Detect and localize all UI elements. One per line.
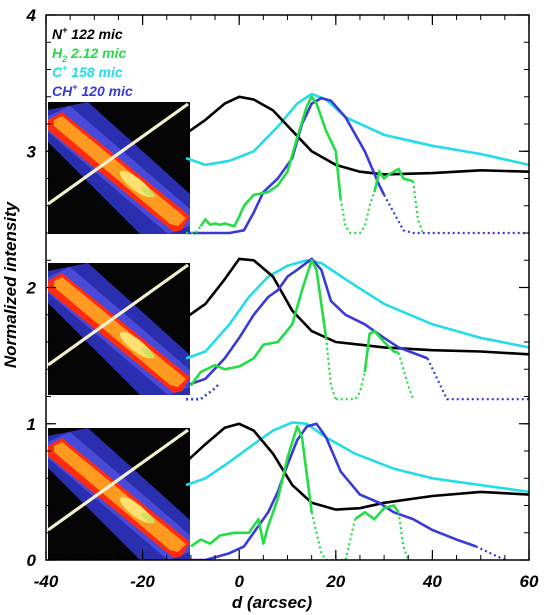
y-tick-label: 2 bbox=[26, 279, 37, 298]
series-line bbox=[185, 422, 529, 511]
axis-ticks: -40 -20 0 20 40 60 0 1 2 3 4 bbox=[26, 6, 539, 591]
x-tick-label: -20 bbox=[130, 572, 155, 591]
y-tick-label: 1 bbox=[27, 415, 36, 434]
legend-entry: C+ 158 mic bbox=[52, 63, 123, 80]
series-line bbox=[189, 259, 328, 387]
map-inset bbox=[47, 263, 190, 395]
series-line bbox=[199, 95, 342, 228]
series-line-dotted bbox=[475, 545, 506, 560]
cut-line bbox=[47, 263, 189, 367]
series-line bbox=[186, 225, 202, 235]
x-tick-label: 40 bbox=[422, 572, 442, 591]
series-line bbox=[185, 92, 529, 167]
series-line-dotted bbox=[412, 181, 424, 234]
series-line bbox=[185, 95, 529, 176]
series-line bbox=[190, 425, 313, 548]
y-tick-label: 4 bbox=[26, 6, 37, 25]
series-line-dotted bbox=[397, 512, 410, 560]
series-line-dotted bbox=[397, 352, 415, 400]
map-insets bbox=[47, 102, 190, 560]
map-inset bbox=[47, 102, 190, 234]
y-axis-label: Normalized intensity bbox=[1, 200, 20, 368]
y-tick-label: 0 bbox=[27, 551, 37, 570]
emission-peak bbox=[141, 347, 155, 359]
series-line bbox=[373, 167, 414, 193]
x-tick-label: 20 bbox=[325, 572, 345, 591]
legend-entry: H2 2.12 mic bbox=[52, 45, 127, 64]
emission-band bbox=[54, 277, 186, 387]
x-tick-label: 0 bbox=[234, 572, 244, 591]
series-line bbox=[186, 422, 477, 560]
emission-peak bbox=[141, 512, 155, 524]
series-line-dotted bbox=[325, 337, 337, 400]
series-line-dotted bbox=[426, 357, 529, 401]
series-line-dotted bbox=[310, 512, 357, 560]
y-tick-label: 3 bbox=[27, 142, 37, 161]
series-line bbox=[185, 257, 429, 387]
cut-line bbox=[47, 102, 189, 206]
series-line bbox=[185, 257, 529, 356]
emission-band bbox=[54, 116, 186, 226]
series-line-dotted bbox=[339, 191, 376, 235]
profile-lines bbox=[185, 92, 529, 560]
x-tick-label: -40 bbox=[34, 572, 59, 591]
x-tick-label: 60 bbox=[520, 572, 539, 591]
series-line bbox=[185, 421, 529, 494]
series-line bbox=[185, 259, 529, 360]
map-inset bbox=[47, 428, 190, 560]
legend-entry: CH+ 120 mic bbox=[52, 82, 133, 99]
series-line-dotted bbox=[383, 194, 529, 235]
series-line bbox=[354, 504, 400, 521]
series-line bbox=[363, 329, 399, 373]
x-axis-label: d (arcsec) bbox=[232, 593, 313, 612]
emission-band bbox=[54, 442, 186, 552]
series-line bbox=[186, 382, 221, 401]
cut-line bbox=[47, 428, 189, 532]
series-line-dotted bbox=[335, 371, 366, 401]
emission-peak bbox=[141, 186, 155, 198]
legend-entry: N+ 122 mic bbox=[52, 25, 123, 42]
